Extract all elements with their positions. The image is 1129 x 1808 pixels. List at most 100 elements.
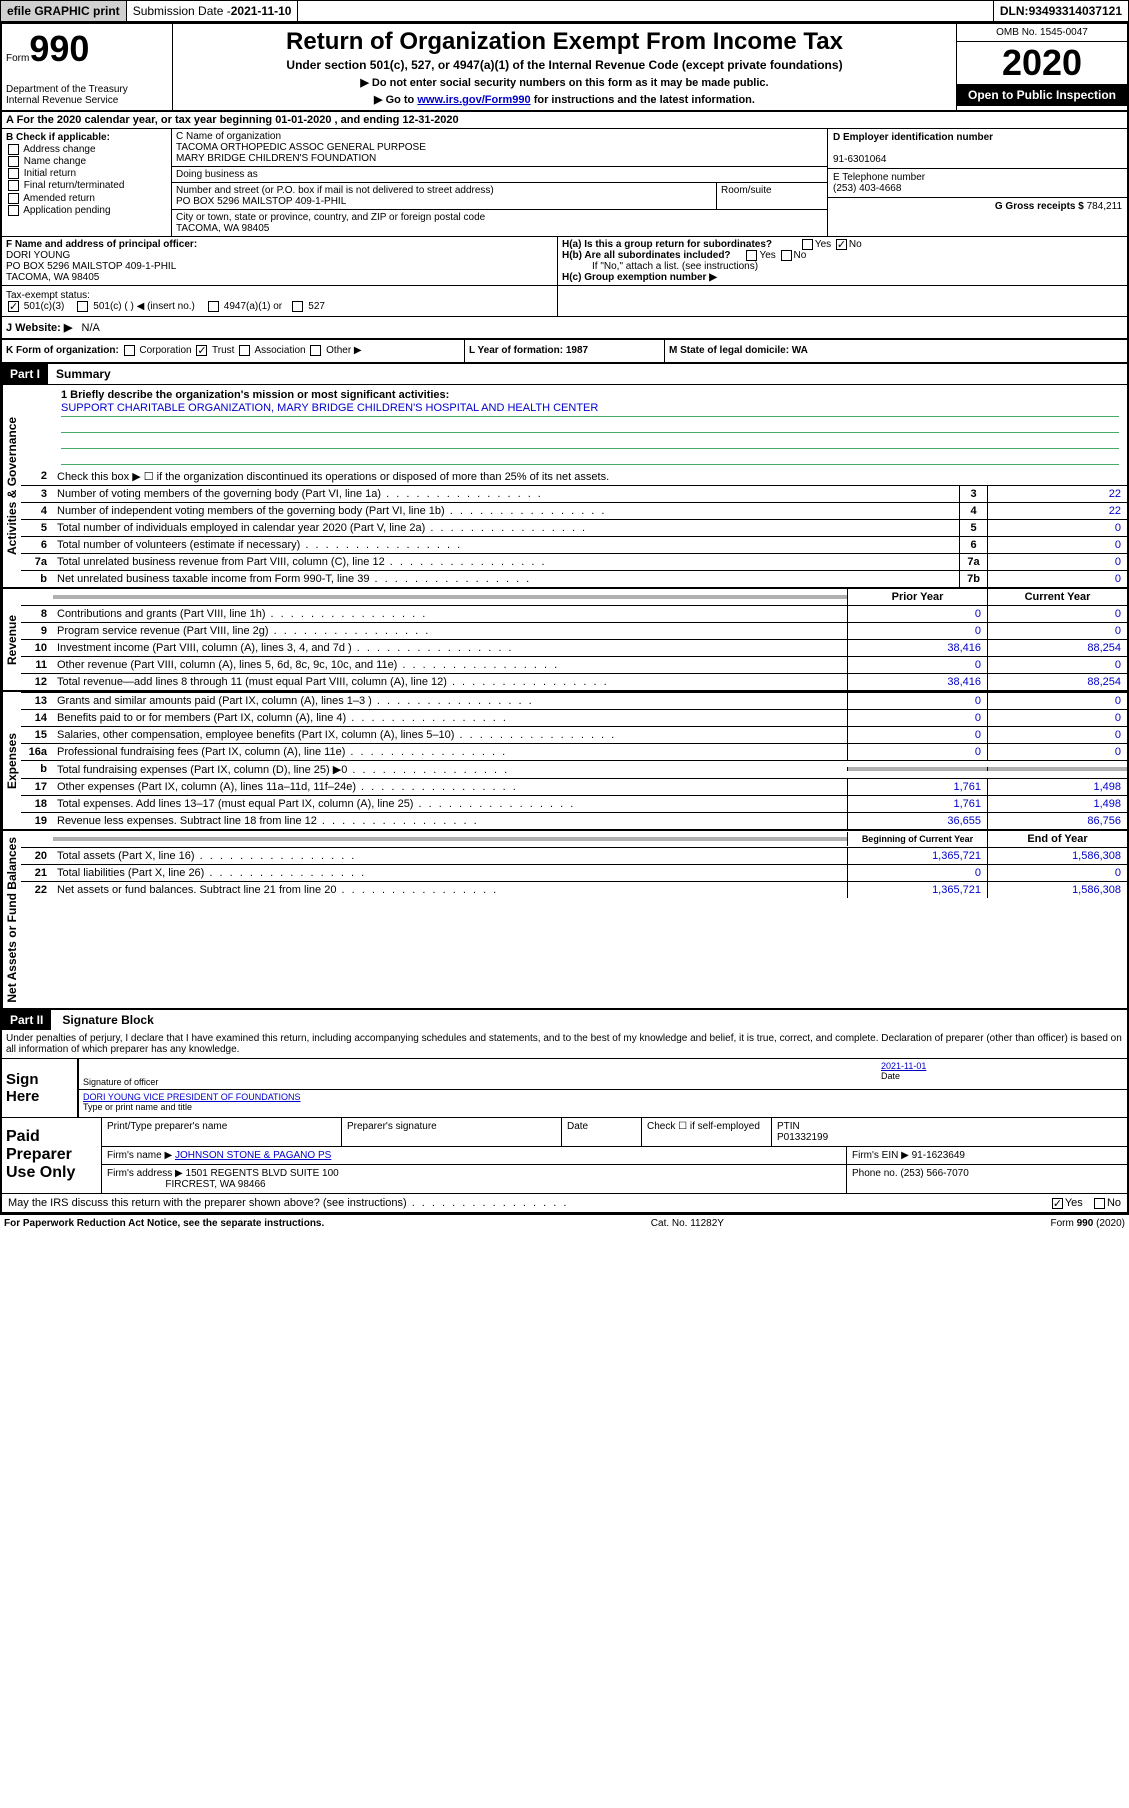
part1-title: Summary — [48, 364, 119, 384]
city-state-zip: TACOMA, WA 98405 — [176, 223, 823, 234]
section-b-label: B Check if applicable: — [6, 132, 110, 143]
row-website: J Website: ▶ N/A — [2, 317, 1127, 340]
form-container: Form990 Department of the Treasury Inter… — [0, 22, 1129, 1214]
table-row: 7aTotal unrelated business revenue from … — [21, 553, 1127, 570]
irs-link[interactable]: www.irs.gov/Form990 — [417, 94, 530, 106]
header-left: Form990 Department of the Treasury Inter… — [2, 24, 172, 110]
ein-value: 91-6301064 — [833, 154, 886, 165]
part1-net: Net Assets or Fund Balances Beginning of… — [2, 831, 1127, 1011]
officer-print-name: DORI YOUNG VICE PRESIDENT OF FOUNDATIONS — [83, 1092, 301, 1102]
open-public: Open to Public Inspection — [957, 84, 1127, 106]
paid-preparer-label: Paid Preparer Use Only — [2, 1118, 102, 1193]
row-k: K Form of organization: Corporation Trus… — [2, 340, 1127, 363]
table-row: 15Salaries, other compensation, employee… — [21, 726, 1127, 743]
org-name-2: MARY BRIDGE CHILDREN'S FOUNDATION — [176, 153, 823, 164]
part2-title: Signature Block — [54, 1010, 161, 1030]
firm-name[interactable]: JOHNSON STONE & PAGANO PS — [175, 1150, 331, 1161]
row-fh: F Name and address of principal officer:… — [2, 237, 1127, 286]
tel-cell: E Telephone number (253) 403-4668 — [828, 169, 1127, 198]
section-c: C Name of organization TACOMA ORTHOPEDIC… — [172, 129, 827, 236]
part2-header: Part II Signature Block — [2, 1010, 1127, 1030]
sign-here-row: Sign Here Signature of officer 2021-11-0… — [2, 1058, 1127, 1117]
side-governance: Activities & Governance — [2, 385, 21, 587]
side-expenses: Expenses — [2, 692, 21, 829]
table-row: 10Investment income (Part VIII, column (… — [21, 639, 1127, 656]
section-h: H(a) Is this a group return for subordin… — [558, 237, 1127, 285]
form-number: 990 — [29, 28, 89, 69]
header-right: OMB No. 1545-0047 2020 Open to Public In… — [957, 24, 1127, 110]
org-name-cell: C Name of organization TACOMA ORTHOPEDIC… — [172, 129, 827, 167]
table-row: 9Program service revenue (Part VIII, lin… — [21, 622, 1127, 639]
table-row: 17Other expenses (Part IX, column (A), l… — [21, 778, 1127, 795]
top-bar: efile GRAPHIC print Submission Date - 20… — [0, 0, 1129, 22]
cb-final[interactable]: Final return/terminated — [6, 180, 167, 191]
cb-address[interactable]: Address change — [6, 144, 167, 155]
page-footer: For Paperwork Reduction Act Notice, see … — [0, 1214, 1129, 1232]
paid-preparer-block: Paid Preparer Use Only Print/Type prepar… — [2, 1117, 1127, 1193]
form-label: Form — [6, 53, 29, 64]
street-address: PO BOX 5296 MAILSTOP 409-1-PHIL — [176, 196, 712, 207]
form-header: Form990 Department of the Treasury Inter… — [2, 24, 1127, 112]
form-subtitle: Under section 501(c), 527, or 4947(a)(1)… — [177, 58, 952, 72]
col-current-year: Current Year — [987, 589, 1127, 605]
prep-date-label: Date — [562, 1118, 642, 1146]
table-row: 4Number of independent voting members of… — [21, 502, 1127, 519]
cb-amended[interactable]: Amended return — [6, 193, 167, 204]
table-row: 6Total number of volunteers (estimate if… — [21, 536, 1127, 553]
section-b: B Check if applicable: Address change Na… — [2, 129, 172, 236]
table-row: 19Revenue less expenses. Subtract line 1… — [21, 812, 1127, 829]
table-row: 3Number of voting members of the governi… — [21, 485, 1127, 502]
row-tax-exempt: Tax-exempt status: 501(c)(3) 501(c) ( ) … — [2, 286, 1127, 317]
col-prior-year: Prior Year — [847, 589, 987, 605]
ptin-value: P01332199 — [777, 1132, 828, 1143]
perjury-statement: Under penalties of perjury, I declare th… — [2, 1030, 1127, 1058]
table-row: 20Total assets (Part X, line 16)1,365,72… — [21, 847, 1127, 864]
discuss-row: May the IRS discuss this return with the… — [2, 1193, 1127, 1212]
room-suite: Room/suite — [717, 183, 827, 209]
part1-gov: Activities & Governance 1 Briefly descri… — [2, 385, 1127, 589]
table-row: 12Total revenue—add lines 8 through 11 (… — [21, 673, 1127, 690]
submission-date: Submission Date - 2021-11-10 — [127, 1, 299, 21]
dba-cell: Doing business as — [172, 167, 827, 183]
table-row: 5Total number of individuals employed in… — [21, 519, 1127, 536]
mission-block: 1 Briefly describe the organization's mi… — [21, 385, 1127, 468]
table-row: bNet unrelated business taxable income f… — [21, 570, 1127, 587]
department: Department of the Treasury Internal Reve… — [6, 84, 168, 106]
part1-header: Part I Summary — [2, 364, 1127, 385]
pra-notice: For Paperwork Reduction Act Notice, see … — [4, 1218, 324, 1229]
mission-text: SUPPORT CHARITABLE ORGANIZATION, MARY BR… — [61, 402, 1119, 417]
cb-pending[interactable]: Application pending — [6, 205, 167, 216]
org-name-1: TACOMA ORTHOPEDIC ASSOC GENERAL PURPOSE — [176, 142, 823, 153]
table-row: 22Net assets or fund balances. Subtract … — [21, 881, 1127, 898]
telephone: (253) 403-4668 — [833, 183, 901, 194]
year-formation: L Year of formation: 1987 — [464, 340, 664, 361]
officer-addr1: PO BOX 5296 MAILSTOP 409-1-PHIL — [6, 261, 176, 272]
tax-year-box: 2020 — [957, 42, 1127, 84]
col-end: End of Year — [987, 831, 1127, 847]
addr-cell: Number and street (or P.O. box if mail i… — [172, 183, 827, 210]
form-ref: Form 990 (2020) — [1051, 1218, 1125, 1229]
table-row: 14Benefits paid to or for members (Part … — [21, 709, 1127, 726]
sig-date: 2021-11-01 — [881, 1061, 926, 1071]
check-self-employed[interactable]: Check ☐ if self-employed — [642, 1118, 772, 1146]
dln: DLN: 93493314037121 — [993, 1, 1128, 21]
table-row: 18Total expenses. Add lines 13–17 (must … — [21, 795, 1127, 812]
table-row: 21Total liabilities (Part X, line 26)00 — [21, 864, 1127, 881]
firm-addr2: FIRCREST, WA 98466 — [165, 1179, 265, 1190]
tax-year-line: A For the 2020 calendar year, or tax yea… — [2, 112, 1127, 129]
prep-sig-label: Preparer's signature — [342, 1118, 562, 1146]
part2-badge: Part II — [2, 1010, 51, 1030]
part1-badge: Part I — [2, 364, 48, 384]
instr-link: ▶ Go to www.irs.gov/Form990 for instruct… — [177, 93, 952, 106]
cb-name[interactable]: Name change — [6, 156, 167, 167]
efile-print-button[interactable]: efile GRAPHIC print — [1, 1, 127, 21]
ein-cell: D Employer identification number 91-6301… — [828, 129, 1127, 169]
form-title: Return of Organization Exempt From Incom… — [177, 28, 952, 56]
table-row: 13Grants and similar amounts paid (Part … — [21, 692, 1127, 709]
gross-receipts: 784,211 — [1087, 201, 1122, 212]
officer-addr2: TACOMA, WA 98405 — [6, 272, 99, 283]
cb-initial[interactable]: Initial return — [6, 168, 167, 179]
table-row: bTotal fundraising expenses (Part IX, co… — [21, 760, 1127, 778]
sign-here-label: Sign Here — [2, 1059, 77, 1117]
firm-phone: (253) 566-7070 — [900, 1168, 968, 1179]
